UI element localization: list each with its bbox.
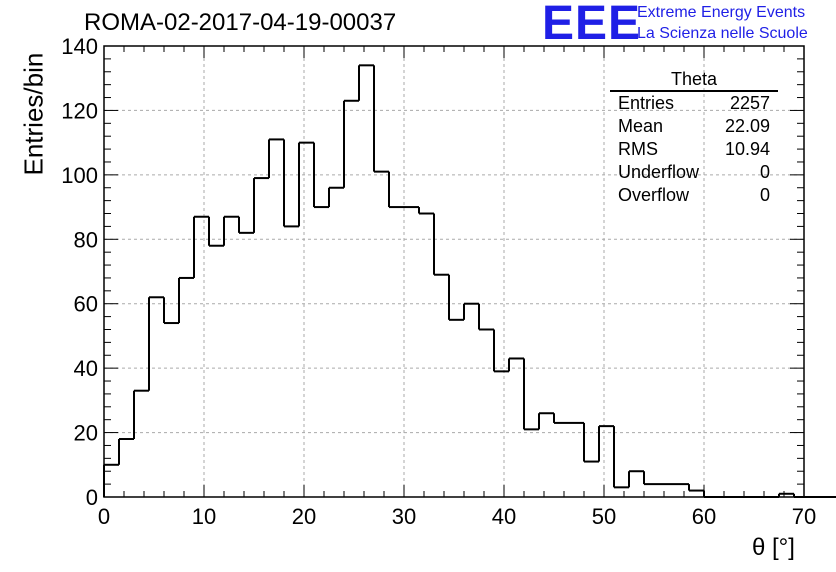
stats-row-rms: RMS 10.94 — [610, 138, 778, 161]
x-tick-label: 40 — [492, 504, 516, 529]
y-tick-label: 140 — [61, 34, 98, 59]
stats-row-mean: Mean 22.09 — [610, 115, 778, 138]
y-tick-label: 120 — [61, 98, 98, 123]
chart-title: ROMA-02-2017-04-19-00037 — [84, 9, 397, 36]
stats-label: Mean — [618, 116, 664, 136]
y-axis-label: Entries/bin — [18, 52, 49, 176]
stats-title: Theta — [610, 68, 778, 92]
x-tick-label: 0 — [98, 504, 110, 529]
y-tick-label: 40 — [74, 356, 98, 381]
axes: 0 10 20 30 40 50 60 70 0 20 40 60 80 100 120 140 — [61, 34, 816, 529]
x-tick-label: 50 — [592, 504, 616, 529]
x-tick-label: 30 — [392, 504, 416, 529]
stats-label: Underflow — [618, 162, 700, 182]
y-tick-label: 60 — [74, 292, 98, 317]
stats-value: 0 — [759, 162, 770, 182]
y-tick-label: 20 — [74, 421, 98, 446]
stats-row-entries: Entries 2257 — [610, 92, 778, 115]
x-tick-label: 20 — [292, 504, 316, 529]
stats-label: Entries — [618, 93, 675, 113]
stats-row-underflow: Underflow 0 — [610, 161, 778, 184]
eee-logo: EEE — [542, 0, 642, 50]
stats-label: RMS — [618, 139, 658, 159]
stats-label: Overflow — [618, 185, 690, 205]
x-tick-label: 70 — [792, 504, 816, 529]
y-tick-label: 100 — [61, 163, 98, 188]
stats-value: 0 — [759, 185, 770, 205]
grid-lines — [104, 46, 804, 497]
y-tick-label: 0 — [86, 485, 98, 510]
logo-line-2: La Scienza nelle Scuole — [637, 25, 808, 42]
stats-value: 10.94 — [724, 139, 770, 159]
x-axis-label: θ [°] — [752, 534, 795, 561]
x-tick-label: 10 — [192, 504, 216, 529]
stats-row-overflow: Overflow 0 — [610, 184, 778, 207]
stats-value: 22.09 — [724, 116, 770, 136]
x-tick-label: 60 — [692, 504, 716, 529]
y-tick-label: 80 — [74, 227, 98, 252]
logo-line-1: Extreme Energy Events — [637, 4, 806, 21]
plot-frame — [103, 45, 805, 498]
stats-value: 2257 — [729, 93, 770, 113]
stats-box: Theta Entries 2257 Mean 22.09 RMS 10.94 … — [610, 68, 778, 207]
